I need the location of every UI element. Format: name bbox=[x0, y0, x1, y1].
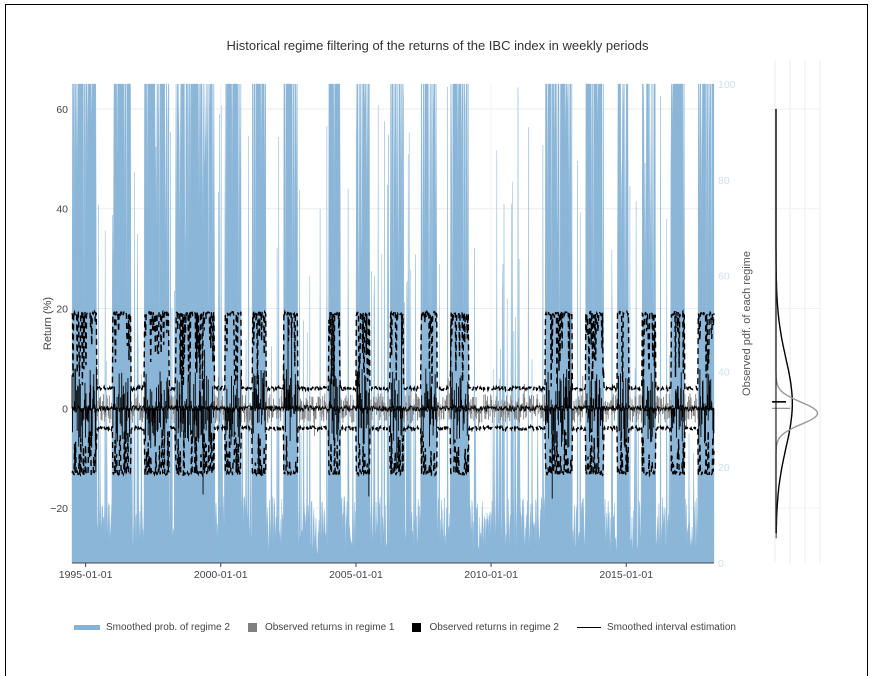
legend-swatch bbox=[577, 626, 601, 628]
x-tick-label: 2000-01-01 bbox=[194, 569, 248, 581]
axes: 60 40 20 0 −20 100 80 60 40 20 0 1995-01-01 2000-01-… bbox=[50, 79, 735, 581]
y-tick-label: 40 bbox=[56, 204, 68, 216]
legend: Smoothed prob. of regime 2 Observed retu… bbox=[74, 619, 750, 635]
interval-bands bbox=[71, 309, 715, 478]
density-regime1 bbox=[775, 108, 819, 539]
legend-item-interval-estimation[interactable]: Smoothed interval estimation bbox=[573, 622, 736, 633]
chart-title: Historical regime filtering of the retur… bbox=[226, 38, 649, 53]
y2-tick-label: 100 bbox=[718, 79, 736, 91]
y2-axis-label: Observed pdf. of each regime bbox=[741, 251, 753, 396]
legend-label: Smoothed interval estimation bbox=[607, 621, 736, 633]
x-tick-label: 2015-01-01 bbox=[599, 569, 653, 581]
legend-label: Smoothed prob. of regime 2 bbox=[106, 621, 230, 633]
figure-frame bbox=[5, 4, 868, 676]
legend-item-regime1-returns[interactable]: Observed returns in regime 1 bbox=[244, 621, 395, 633]
legend-item-regime2-prob[interactable]: Smoothed prob. of regime 2 bbox=[74, 622, 230, 633]
legend-swatch bbox=[412, 622, 422, 632]
y2-tick-label: 20 bbox=[718, 462, 730, 474]
y-tick-label: 60 bbox=[56, 104, 68, 116]
interval-upper bbox=[71, 309, 715, 394]
y-tick-label: 0 bbox=[62, 403, 68, 415]
legend-label: Observed returns in regime 1 bbox=[264, 621, 395, 633]
x-tick-label: 1995-01-01 bbox=[59, 569, 113, 581]
x-tick-label: 2010-01-01 bbox=[464, 569, 518, 581]
y2-tick-label: 40 bbox=[718, 366, 730, 378]
interval-center bbox=[71, 403, 715, 413]
legend-swatch bbox=[74, 624, 100, 630]
legend-label: Observed returns in regime 2 bbox=[429, 621, 559, 633]
interval-lower bbox=[71, 423, 715, 478]
y2-tick-label: 0 bbox=[718, 558, 724, 570]
y-axis-label: Return (%) bbox=[42, 297, 54, 350]
legend-swatch bbox=[247, 622, 257, 632]
y2-tick-label: 80 bbox=[718, 175, 730, 187]
density-panel bbox=[770, 60, 821, 563]
y-tick-label: 20 bbox=[56, 304, 68, 316]
x-tick-label: 2005-01-01 bbox=[329, 569, 383, 581]
y-tick-label: −20 bbox=[50, 503, 68, 515]
y2-tick-label: 60 bbox=[718, 271, 730, 283]
legend-item-regime2-returns[interactable]: Observed returns in regime 2 bbox=[408, 622, 559, 633]
